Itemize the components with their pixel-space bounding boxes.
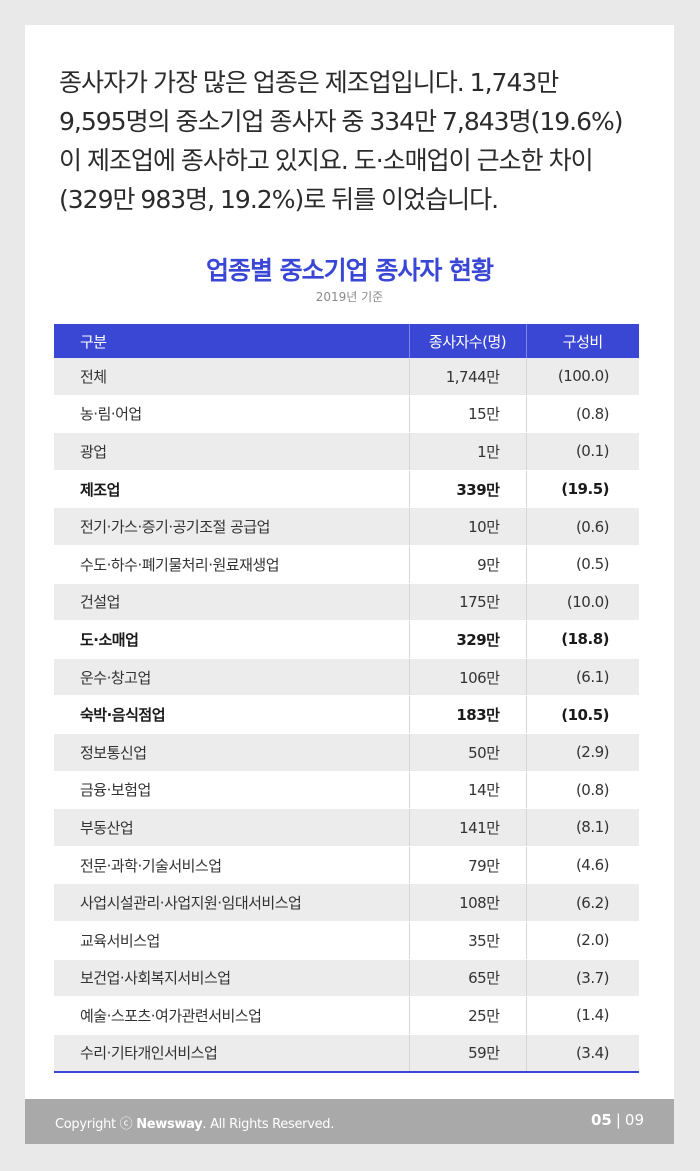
row-category: 정보통신업 (54, 733, 409, 772)
row-category: 전문·과학·기술서비스업 (54, 846, 409, 885)
row-count: 108만 (408, 883, 526, 922)
row-category: 숙박·음식점업 (54, 695, 409, 734)
table-subtitle: 2019년 기준 (315, 290, 384, 304)
row-ratio: (8.1) (525, 808, 639, 847)
table-row: 광업 1만 (0.1) (54, 432, 639, 471)
row-ratio: (18.8) (525, 620, 639, 659)
row-count: 79만 (408, 846, 526, 885)
row-ratio: (2.9) (525, 733, 639, 772)
row-category: 금융·보험업 (54, 771, 409, 810)
row-ratio: (2.0) (525, 921, 639, 960)
employees-table: 구분 종사자수(명) 구성비 전체 1,744만 (100.0) 농·림·어업 15만(… (54, 324, 639, 1074)
table-row: 농·림·어업 15만 (0.8) (54, 395, 639, 434)
row-count: 25만 (408, 996, 526, 1035)
row-ratio: (19.5) (525, 470, 639, 509)
row-count: 65만 (408, 959, 526, 998)
row-ratio: (0.8) (525, 771, 639, 810)
row-count: 106만 (408, 658, 526, 697)
table-row: 도·소매업 329만 (18.8) (54, 620, 639, 659)
row-ratio: (6.2) (525, 883, 639, 922)
table-row: 예술·스포츠·여가관련서비스업 25만 (1.4) (54, 996, 639, 1035)
table-header-row: 구분 종사자수(명) 구성비 (54, 324, 639, 358)
row-ratio: (100.0) (525, 358, 639, 396)
row-ratio: (10.5) (525, 695, 639, 734)
row-count: 50만 (408, 733, 526, 772)
row-ratio: (3.7) (525, 959, 639, 998)
row-category: 수리·기타개인서비스업 (54, 1034, 409, 1074)
row-ratio: (6.1) (525, 658, 639, 697)
table-row: 보건업·사회복지서비스업 65만 (3.7) (54, 959, 639, 998)
row-category: 농·림·어업 (54, 395, 409, 434)
table-row: 숙박·음식점업 183만 (10.5) (54, 695, 639, 734)
row-ratio: (4.6) (525, 846, 639, 885)
row-count: 14만 (408, 771, 526, 810)
row-count: 59만 (408, 1034, 526, 1074)
row-count: 15만 (408, 395, 526, 434)
row-count: 35만 (408, 921, 526, 960)
table-title: 업종별 중소기업 종사자 현황 (205, 256, 494, 285)
intro-paragraph: 종사자가 가장 많은 업종은 제조업입니다. 1,743만 9,595명의 중소… (59, 68, 624, 214)
row-category: 건설업 (54, 583, 409, 622)
row-category: 운수·창고업 (54, 658, 409, 697)
table-row: 수도·하수·폐기물처리·원료재생업 9만 (0.5) (54, 545, 639, 584)
table-row: 운수·창고업 106만 (6.1) (54, 658, 639, 697)
row-category: 수도·하수·폐기물처리·원료재생업 (54, 545, 409, 584)
row-ratio: (3.4) (525, 1034, 639, 1074)
row-category: 교육서비스업 (54, 921, 409, 960)
row-ratio: (0.1) (525, 432, 639, 471)
page-indicator: 05 | 09 (591, 1111, 644, 1129)
row-ratio: (0.6) (525, 507, 639, 546)
row-count: 329만 (408, 620, 526, 659)
header-category: 구분 (54, 324, 409, 358)
table-row: 전체 1,744만 (100.0) (54, 358, 639, 396)
footer-bar: Copyright ⓒ Newsway. All Rights Reserved… (25, 1099, 674, 1144)
table-row: 전문·과학·기술서비스업 79만 (4.6) (54, 846, 639, 885)
table-row: 금융·보험업 14만 (0.8) (54, 771, 639, 810)
row-count: 1,744만 (408, 358, 526, 396)
row-count: 10만 (408, 507, 526, 546)
table-row: 건설업 175만 (10.0) (54, 583, 639, 622)
row-count: 9만 (408, 545, 526, 584)
row-category: 보건업·사회복지서비스업 (54, 959, 409, 998)
page-total: 09 (624, 1111, 644, 1129)
row-category: 광업 (54, 432, 409, 471)
row-count: 183만 (408, 695, 526, 734)
table-row: 제조업 339만 (19.5) (54, 470, 639, 509)
header-count: 종사자수(명) (408, 324, 526, 358)
header-ratio: 구성비 (525, 324, 639, 358)
table-row: 사업시설관리·사업지원·임대서비스업 108만 (6.2) (54, 883, 639, 922)
row-count: 1만 (408, 432, 526, 471)
row-ratio: (0.5) (525, 545, 639, 584)
brand-name: Newsway (136, 1117, 203, 1132)
table-body: 전체 1,744만 (100.0) 농·림·어업 15만 (0.8) 광업 1만 (0.1) 제조… (54, 358, 639, 1074)
table-row: 정보통신업 50만 (2.9) (54, 733, 639, 772)
copyright-prefix: Copyright ⓒ (55, 1117, 133, 1132)
row-ratio: (0.8) (525, 395, 639, 434)
row-category: 부동산업 (54, 808, 409, 847)
row-category: 전체 (54, 358, 409, 396)
row-category: 예술·스포츠·여가관련서비스업 (54, 996, 409, 1035)
table-row: 부동산업 141만 (8.1) (54, 808, 639, 847)
row-count: 339만 (408, 470, 526, 509)
row-category: 사업시설관리·사업지원·임대서비스업 (54, 883, 409, 922)
row-ratio: (10.0) (525, 583, 639, 622)
table-row: 수리·기타개인서비스업 59만 (3.4) (54, 1034, 639, 1074)
row-count: 141만 (408, 808, 526, 847)
copyright-suffix: . All Rights Reserved. (202, 1117, 335, 1132)
row-ratio: (1.4) (525, 996, 639, 1035)
row-category: 도·소매업 (54, 620, 409, 659)
page-separator: | (615, 1111, 621, 1129)
page-current: 05 (590, 1111, 612, 1129)
copyright-notice: Copyright ⓒ Newsway. All Rights Reserved… (55, 1113, 334, 1132)
row-category: 전기·가스·증기·공기조절 공급업 (54, 507, 409, 546)
row-count: 175만 (408, 583, 526, 622)
table-row: 교육서비스업 35만 (2.0) (54, 921, 639, 960)
row-category: 제조업 (54, 470, 409, 509)
content-card: 종사자가 가장 많은 업종은 제조업입니다. 1,743만 9,595명의 중소… (25, 25, 674, 1099)
table-row: 전기·가스·증기·공기조절 공급업 10만 (0.6) (54, 507, 639, 546)
